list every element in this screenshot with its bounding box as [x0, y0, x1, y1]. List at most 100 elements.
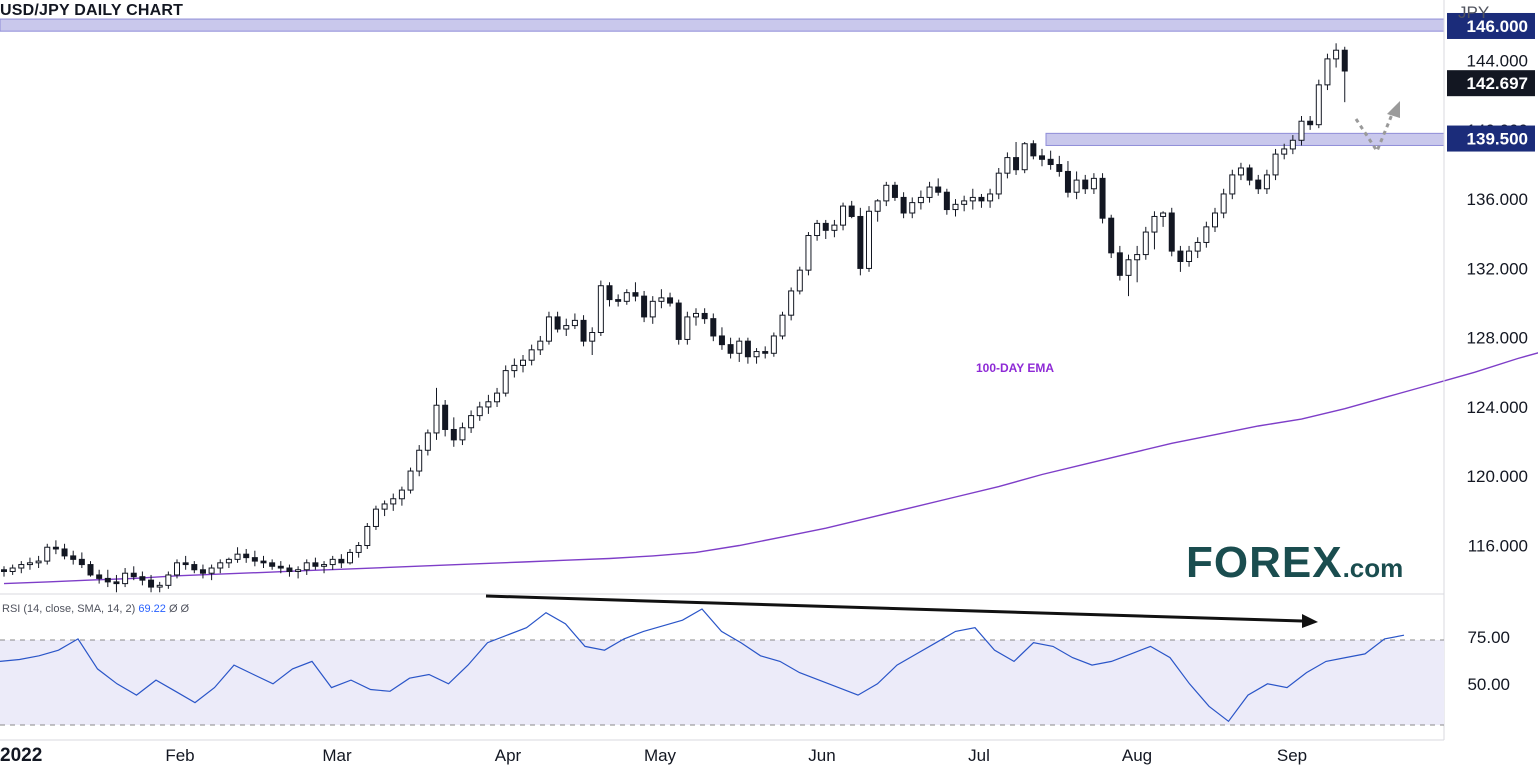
candle: [234, 547, 241, 563]
candle: [891, 181, 898, 201]
candle: [104, 569, 111, 588]
candle: [632, 282, 639, 302]
chart-title: USD/JPY DAILY CHART: [0, 2, 184, 19]
time-tick-label: Feb: [165, 746, 194, 765]
rsi-tick-label: 50.00: [1467, 675, 1510, 694]
candle: [1315, 79, 1322, 129]
price-unit-label: JPY: [1458, 3, 1490, 22]
candle: [1263, 169, 1270, 194]
price-tick-label: 128.000: [1467, 329, 1528, 348]
candle: [199, 564, 206, 579]
candle: [1082, 174, 1089, 194]
rsi-band: [0, 640, 1444, 725]
price-badge-label: 142.697: [1467, 74, 1528, 93]
candle: [148, 574, 155, 593]
candle: [1229, 169, 1236, 200]
candle: [1116, 245, 1123, 281]
candle: [182, 555, 189, 570]
candle: [554, 311, 561, 333]
candle: [978, 193, 985, 208]
candle: [1056, 155, 1063, 177]
candle: [744, 337, 751, 364]
candle: [701, 308, 708, 324]
candle: [96, 569, 103, 584]
candle: [156, 581, 163, 593]
candle: [736, 337, 743, 362]
candle: [476, 401, 483, 421]
time-tick-label: May: [644, 746, 677, 765]
candle: [995, 167, 1002, 200]
candle: [1289, 135, 1296, 155]
candle: [969, 188, 976, 210]
time-tick-label: Aug: [1122, 746, 1152, 765]
time-tick-label: Apr: [495, 746, 522, 765]
candle: [364, 522, 371, 549]
candle: [770, 332, 777, 357]
candle: [372, 505, 379, 530]
candle: [1281, 143, 1288, 160]
candle: [961, 195, 968, 212]
candle: [442, 400, 449, 437]
candle: [1142, 226, 1149, 260]
candle: [1194, 237, 1201, 259]
candle: [450, 417, 457, 447]
candle: [1237, 162, 1244, 181]
candle: [623, 289, 630, 305]
candle: [1246, 164, 1253, 186]
candle: [727, 337, 734, 359]
candle: [381, 500, 388, 517]
candle: [1013, 142, 1020, 175]
candle: [805, 232, 812, 276]
resistance-support-zones: [0, 18, 1445, 146]
candle: [208, 564, 215, 581]
price-badge-label: 139.500: [1467, 130, 1528, 149]
price-badge-label: 146.000: [1467, 17, 1528, 36]
candle: [277, 561, 284, 574]
candle: [1090, 173, 1097, 194]
rsi-line: [0, 608, 1405, 723]
candle: [191, 561, 198, 574]
candle: [814, 219, 821, 241]
candle: [139, 571, 146, 586]
candle: [1203, 221, 1210, 248]
candle: [1186, 245, 1193, 267]
candle: [251, 550, 258, 567]
candle: [693, 308, 699, 326]
candle: [1307, 116, 1314, 130]
price-tick-label: 116.000: [1468, 537, 1528, 556]
candle: [338, 554, 345, 569]
rsi-legend: RSI (14, close, SMA, 14, 2) 69.22 Ø Ø: [2, 603, 189, 615]
candle: [597, 280, 604, 336]
candle: [909, 197, 916, 219]
candle: [26, 557, 33, 570]
candle: [753, 348, 760, 364]
candle: [779, 311, 786, 340]
candle: [1047, 150, 1054, 170]
candle: [917, 190, 924, 210]
candle: [1030, 140, 1037, 160]
candle: [1099, 173, 1106, 224]
candle: [70, 550, 77, 565]
candle: [18, 561, 25, 574]
time-tick-label: Mar: [322, 746, 352, 765]
candle: [286, 564, 293, 577]
candle: [840, 202, 847, 231]
candle: [848, 200, 855, 219]
candle: [1333, 43, 1340, 68]
candle: [347, 548, 353, 565]
candle: [1160, 211, 1167, 227]
candle: [390, 493, 397, 511]
candle: [718, 327, 725, 350]
candle: [1341, 46, 1348, 103]
candle: [329, 555, 336, 570]
candle: [165, 571, 172, 589]
candle: [831, 219, 838, 238]
rsi-legend-extra: Ø Ø: [168, 603, 190, 615]
price-tick-label: 144.000: [1467, 52, 1528, 71]
candle: [87, 561, 94, 577]
candle: [606, 282, 613, 307]
candle: [1298, 116, 1305, 146]
rsi-tick-label: 75.00: [1467, 628, 1510, 647]
price-tick-label: 124.000: [1467, 398, 1528, 417]
candle: [61, 543, 68, 560]
